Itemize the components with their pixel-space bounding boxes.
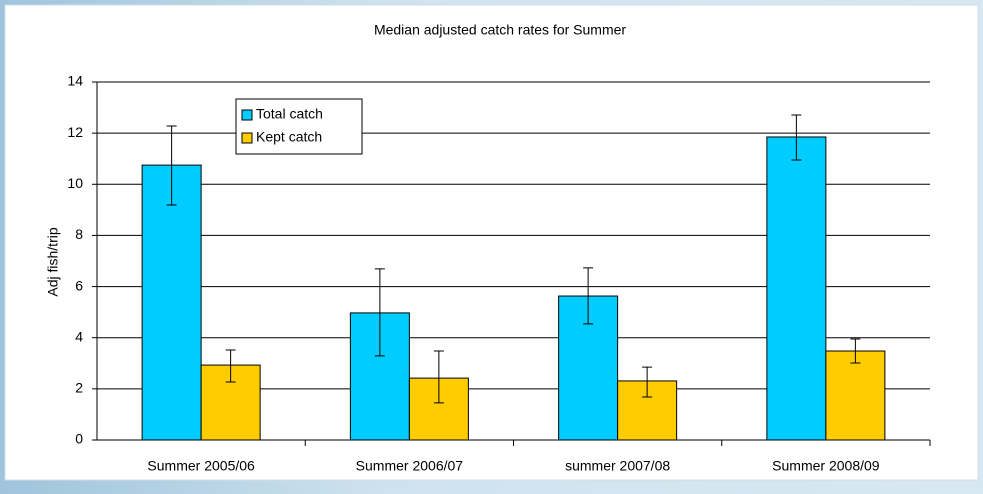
error-bar <box>225 349 236 383</box>
bar <box>349 312 410 441</box>
legend-label: Total catch <box>256 106 323 122</box>
error-bar <box>642 366 653 398</box>
y-tick-label: 4 <box>75 328 83 344</box>
error-bar <box>583 267 594 325</box>
error-bar <box>791 114 802 161</box>
bar <box>825 350 886 441</box>
legend-box <box>235 98 363 155</box>
x-tick-label: Summer 2008/09 <box>772 458 880 474</box>
y-axis-label: Adj fish/trip <box>45 227 61 296</box>
bar <box>141 164 202 441</box>
error-bar <box>433 350 444 404</box>
y-tick-label: 14 <box>67 73 83 89</box>
x-tick-label: Summer 2006/07 <box>356 458 464 474</box>
y-tick-label: 2 <box>75 380 83 396</box>
y-tick-label: 6 <box>75 277 83 293</box>
y-tick-label: 12 <box>67 124 83 140</box>
y-tick-label: 0 <box>75 431 83 447</box>
bar <box>766 136 827 441</box>
error-bar <box>850 338 861 364</box>
error-bar <box>166 125 177 206</box>
x-tick-label: summer 2007/08 <box>565 458 670 474</box>
x-tick-label: Summer 2005/06 <box>147 458 255 474</box>
chart-title: Median adjusted catch rates for Summer <box>374 22 626 38</box>
legend-label: Kept catch <box>256 129 322 145</box>
legend-swatch <box>241 132 253 144</box>
legend-swatch <box>241 109 253 121</box>
error-bar <box>374 268 385 357</box>
y-tick-label: 8 <box>75 226 83 242</box>
y-tick-label: 10 <box>67 175 83 191</box>
